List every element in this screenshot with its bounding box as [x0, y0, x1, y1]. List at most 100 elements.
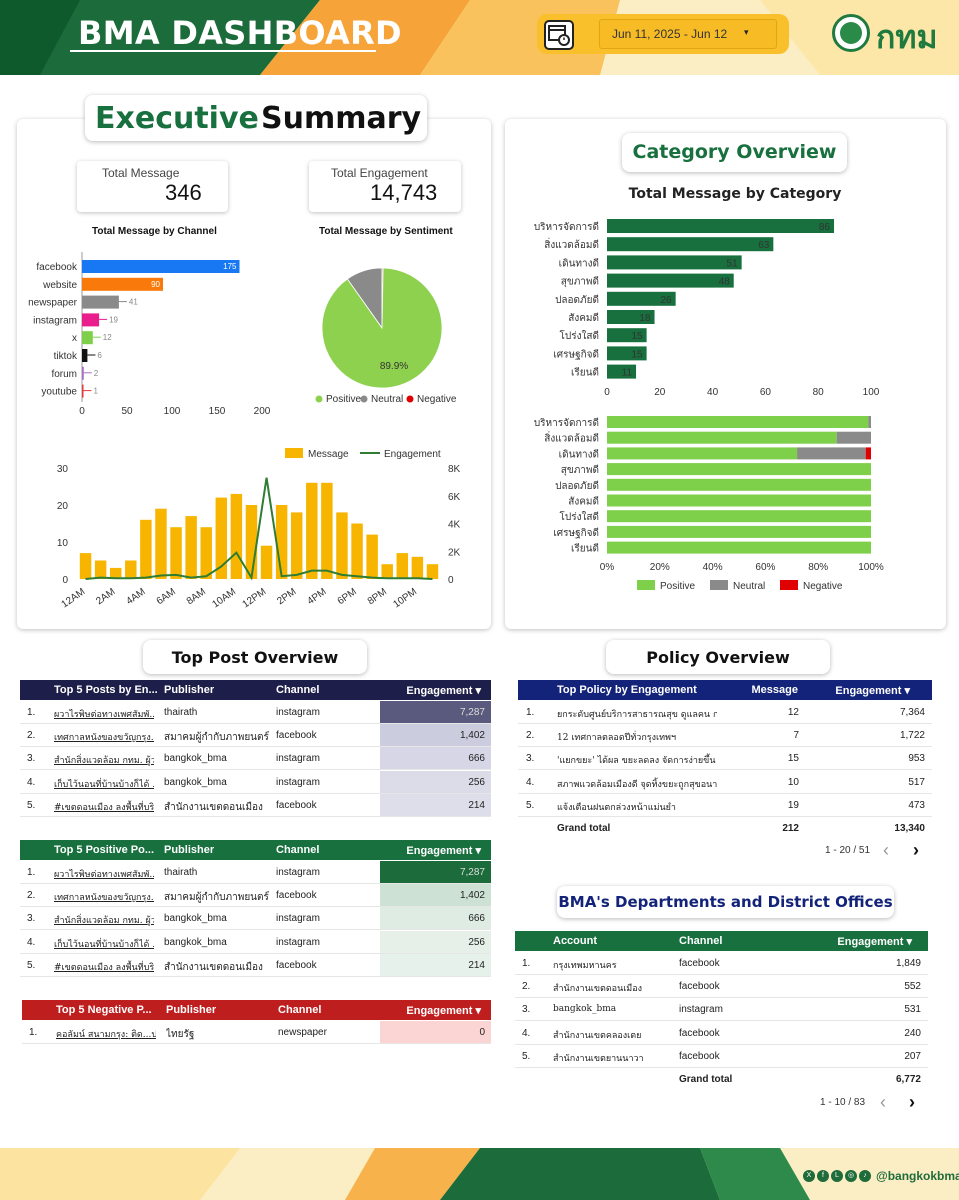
engagement-cell: 473 [908, 799, 925, 811]
table-row[interactable]: 4. เก็บไว้นอนที่บ้านบ้างก็ได้ ... bangkok_… [20, 930, 491, 954]
column-header[interactable]: Publisher [164, 684, 215, 696]
table-row[interactable]: 2. เทศกาลหนังของขวัญกรุง... สมาคมผู้กำกับภ… [20, 724, 491, 748]
chevron-down-icon[interactable]: ▾ [744, 27, 749, 37]
table-row[interactable]: 4. สภาพแวดล้อมเมืองดี จุดทิ้งขยะถูกสุขอนา… [518, 771, 932, 794]
hourly-left-tick: 30 [57, 464, 69, 475]
post-link[interactable]: เก็บไว้นอนที่บ้านบ้างก็ได้ ... [54, 779, 154, 790]
footer-bar [0, 1148, 959, 1200]
top5-posts-table: Top 5 Posts by En... Publisher Channel Enga… [20, 680, 491, 820]
hourly-left-tick: 0 [62, 575, 68, 586]
footer-background [0, 1148, 810, 1200]
table-row[interactable]: 1. กรุงเทพมหานคร facebook 1,849 [515, 952, 928, 975]
column-header[interactable]: Top 5 Posts by En... [54, 684, 158, 696]
publisher-cell: ไทยรัฐ [166, 1029, 195, 1040]
table-row[interactable]: 4. เก็บไว้นอนที่บ้านบ้างก็ได้ ... bangkok_… [20, 770, 491, 794]
table-row[interactable]: 3. สำนักสิ่งแวดล้อม กทม. ผู้ว่... bangkok_… [20, 907, 491, 931]
chevron-right-icon[interactable]: › [909, 1092, 915, 1112]
hourly-x-tick: 6PM [336, 586, 359, 607]
x-icon[interactable]: X [803, 1170, 815, 1182]
table-row[interactable]: 4. สำนักงานเขตคลองเตย facebook 240 [515, 1022, 928, 1045]
post-link[interactable]: ผวาไรพิษต่อทางเพศสัมพั... [54, 710, 154, 720]
column-header[interactable]: Engagement ▾ [406, 845, 481, 857]
post-link[interactable]: เทศกาลหนังของขวัญกรุง... [54, 733, 154, 744]
chevron-right-icon[interactable]: › [913, 840, 919, 860]
post-link[interactable]: สำนักสิ่งแวดล้อม กทม. ผู้ว่... [54, 916, 154, 927]
table-row[interactable]: 5. #เขตดอนเมือง ลงพื้นที่บริ... สำนักงานเข… [20, 793, 491, 817]
hourly-left-tick: 20 [57, 501, 69, 512]
social-handle[interactable]: @bangkokbma [876, 1169, 959, 1183]
date-range-dropdown[interactable] [599, 19, 777, 49]
column-header[interactable]: Publisher [164, 844, 215, 856]
post-link[interactable]: สำนักสิ่งแวดล้อม กทม. ผู้ว่... [54, 756, 154, 767]
channel-label: forum [51, 369, 77, 380]
category-label: โปร่งใสดี [560, 329, 599, 342]
chevron-left-icon[interactable]: ‹ [880, 1092, 886, 1112]
table-row[interactable]: 5. สำนักงานเขตยานนาวา facebook 207 [515, 1045, 928, 1068]
table-row[interactable]: 1. คอลัมน์ สนามกรุง: ติด...ป... ไทยรัฐ news… [22, 1021, 491, 1044]
catsent-label: เดินทางดี [559, 448, 599, 460]
column-header[interactable]: Publisher [166, 1004, 217, 1016]
column-header[interactable]: Channel [276, 844, 320, 856]
column-header[interactable]: Account [553, 935, 597, 947]
category-label: เดินทางดี [559, 257, 599, 269]
instagram-icon[interactable]: ◎ [845, 1170, 857, 1182]
table-row[interactable]: 1. ผวาไรพิษต่อทางเพศสัมพั... thairath insta… [20, 861, 491, 884]
message-bar [411, 556, 424, 579]
bma-logo-text: กทม [876, 18, 938, 56]
post-link[interactable]: #เขตดอนเมือง ลงพื้นที่บริ... [54, 962, 154, 973]
column-header[interactable]: Engagement ▾ [406, 1005, 481, 1017]
post-link[interactable]: เทศกาลหนังของขวัญกรุง... [54, 893, 154, 904]
table-row[interactable]: 2. เทศกาลหนังของขวัญกรุง... สมาคมผู้กำกับภ… [20, 884, 491, 908]
message-bar [155, 508, 167, 579]
column-header[interactable]: Engagement ▾ [835, 685, 910, 697]
column-header[interactable]: Channel [278, 1004, 322, 1016]
column-header[interactable]: Channel [276, 684, 320, 696]
message-bar [351, 523, 363, 579]
legend-swatch-positive [637, 580, 655, 590]
category-bar-chart: บริหารจัดการดี 86 สิ่งแวดล้อมดี 63 เดินทางดี… [534, 219, 880, 398]
engagement-cell: 1,402 [459, 890, 485, 902]
hourly-x-tick: 8AM [185, 586, 208, 607]
row-rank: 2. [27, 890, 36, 902]
publisher-cell: bangkok_bma [164, 913, 227, 925]
table-row[interactable]: 1. ผวาไรพิษต่อทางเพศสัมพั... thairath insta… [20, 701, 491, 724]
column-header[interactable]: Engagement ▾ [837, 936, 912, 948]
catsent-bar-positive [607, 447, 798, 460]
post-link[interactable]: เก็บไว้นอนที่บ้านบ้างก็ได้ ... [54, 939, 154, 950]
channel-bar [82, 349, 88, 362]
row-rank: 1. [27, 867, 36, 878]
channel-label: newspaper [28, 298, 78, 309]
engagement-heat-cell [380, 1021, 491, 1043]
hourly-right-tick: 0 [448, 575, 454, 586]
table-row[interactable]: 3. 'แยกขยะ' ได้ผล ขยะลดลง จัดการง่ายขึ้น 1… [518, 747, 932, 771]
engagement-cell: 214 [468, 799, 485, 811]
column-header[interactable]: Top 5 Positive Po... [54, 844, 155, 856]
column-header[interactable]: Top 5 Negative P... [56, 1004, 152, 1016]
line-icon[interactable]: L [831, 1170, 843, 1182]
table-row[interactable]: 3. สำนักสิ่งแวดล้อม กทม. ผู้ว่... bangkok_… [20, 747, 491, 771]
column-header[interactable]: Message [751, 684, 798, 696]
engagement-heat-cell [380, 953, 491, 976]
column-header[interactable]: Top Policy by Engagement [557, 684, 697, 696]
table-row[interactable]: 3. bangkok_bma instagram 531 [515, 998, 928, 1022]
post-link[interactable]: #เขตดอนเมือง ลงพื้นที่บริ... [54, 802, 154, 813]
table-header: Top Policy by Engagement Message Engagemen… [518, 680, 932, 700]
column-header[interactable]: Engagement ▾ [406, 685, 481, 697]
post-link[interactable]: คอลัมน์ สนามกรุง: ติด...ป... [56, 1030, 156, 1040]
post-link[interactable]: ผวาไรพิษต่อทางเพศสัมพั... [54, 870, 154, 880]
row-rank: 2. [526, 730, 535, 742]
table-row[interactable]: 1. ยกระดับศูนย์บริการสาธารณสุข ดูแลคน ก..… [518, 701, 932, 724]
engagement-cell: 1,402 [459, 730, 485, 742]
table-row[interactable]: 5. แจ้งเตือนฝนตกล่วงหน้าแม่นยำ 19 473 [518, 794, 932, 817]
facebook-icon[interactable]: f [817, 1170, 829, 1182]
table-row[interactable]: 2. 12 เทศกาลตลอดปีทั่วกรุงเทพฯ 7 1,722 [518, 724, 932, 748]
chevron-left-icon[interactable]: ‹ [883, 840, 889, 860]
tiktok-icon[interactable]: ♪ [859, 1170, 871, 1182]
category-value-label: 15 [631, 349, 643, 360]
table-row[interactable]: 5. #เขตดอนเมือง ลงพื้นที่บริ... สำนักงานเข… [20, 953, 491, 977]
channel-value-label: 175 [223, 262, 237, 271]
message-bar [381, 564, 393, 579]
message-bar [306, 482, 318, 579]
column-header[interactable]: Channel [679, 935, 723, 947]
table-row[interactable]: 2. สำนักงานเขตดอนเมือง facebook 552 [515, 975, 928, 999]
